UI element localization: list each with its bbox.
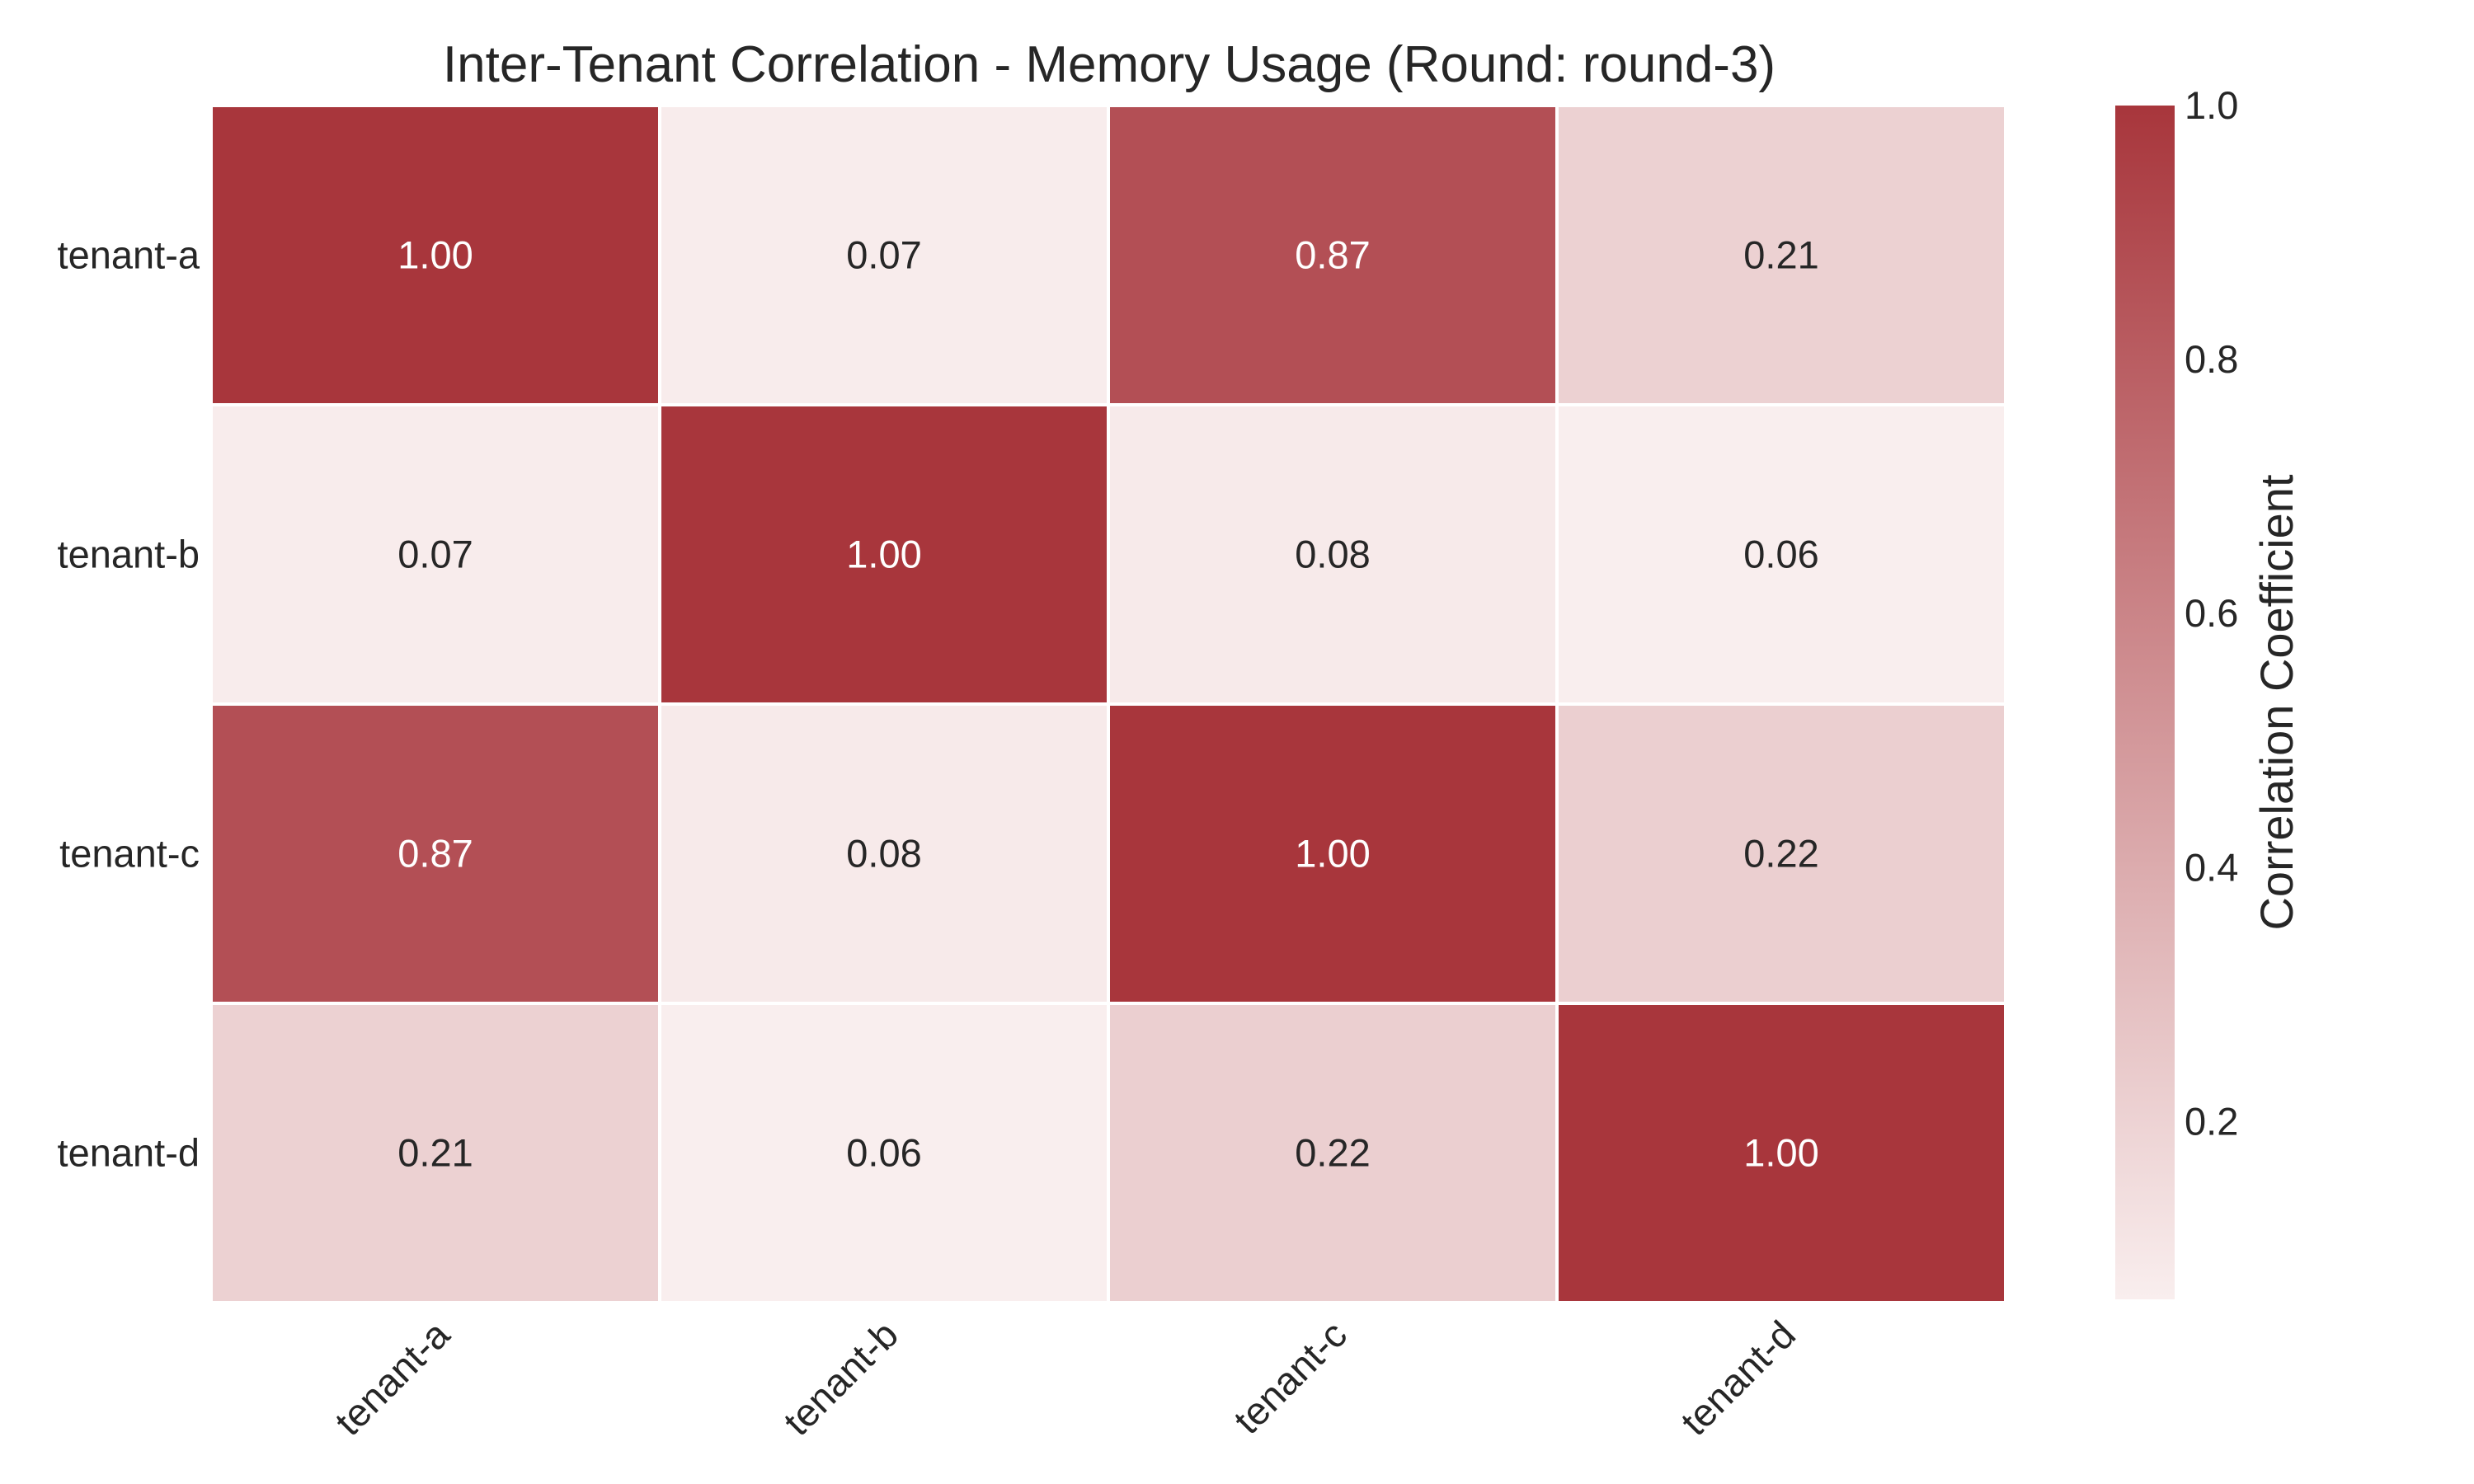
heatmap-cell-tenant-d-tenant-b [658,1002,1110,1304]
y-axis-tick-labels: tenant-a tenant-b tenant-c tenant-d [58,233,200,1175]
y-tick-label-tenant-a: tenant-a [58,233,200,277]
heatmap-cell-value: 0.06 [846,1131,921,1175]
heatmap-cell-tenant-a-tenant-c [1107,104,1559,406]
heatmap-cell-tenant-c-tenant-b [658,702,1110,1005]
colorbar-tick-label: 0.4 [2185,845,2238,889]
colorbar-gradient-bar [2115,106,2175,1299]
heatmap-cell-value: 0.06 [1743,533,1818,576]
heatmap-cell-value: 1.00 [846,533,921,576]
heatmap-cell-value: 0.21 [397,1131,473,1175]
heatmap-cell-value: 0.87 [1295,233,1370,277]
heatmap-cell-tenant-c-tenant-d [1555,702,2007,1005]
x-axis-tick-labels: tenant-a tenant-b tenant-c tenant-d [327,1312,1804,1444]
heatmap-cell-value: 1.00 [1295,832,1370,876]
heatmap-cell-tenant-b-tenant-b [658,403,1110,706]
y-tick-label-tenant-b: tenant-b [58,533,200,576]
heatmap-cell-value: 0.87 [397,832,473,876]
x-tick-label-tenant-c: tenant-c [1225,1313,1356,1443]
heatmap-cell-value: 0.08 [1295,533,1370,576]
heatmap-cell-tenant-b-tenant-d [1555,403,2007,706]
colorbar-tick-labels: 0.2 0.4 0.6 0.8 1.0 [2185,83,2238,1143]
x-tick-label-tenant-b: tenant-b [775,1313,906,1444]
heatmap-cell-value: 0.22 [1743,832,1818,876]
heatmap-cells: 1.00 0.07 0.87 0.21 0.07 1.00 0.08 0.06 0.87 0.08… [209,104,2007,1304]
heatmap-cell-tenant-a-tenant-a [209,104,661,406]
colorbar-tick-label: 0.6 [2185,591,2238,635]
heatmap-cell-value: 1.00 [397,233,473,277]
colorbar-tick-label: 1.0 [2185,83,2238,127]
heatmap-cell-value: 0.07 [397,533,473,576]
heatmap-cell-tenant-a-tenant-d [1555,104,2007,406]
colorbar-tick-label: 0.8 [2185,337,2238,381]
colorbar-label: Correlation Coefficient [2251,474,2302,930]
x-tick-label-tenant-a: tenant-a [327,1312,459,1444]
x-tick-label-tenant-d: tenant-d [1672,1313,1804,1444]
y-tick-label-tenant-c: tenant-c [59,832,200,876]
heatmap-cell-value: 0.07 [846,233,921,277]
chart-title: Inter-Tenant Correlation - Memory Usage … [443,36,1776,93]
heatmap-cell-tenant-d-tenant-d [1555,1002,2007,1304]
heatmap-cell-tenant-a-tenant-b [658,104,1110,406]
heatmap-cell-tenant-d-tenant-c [1107,1002,1559,1304]
heatmap-cell-value: 1.00 [1743,1131,1818,1175]
colorbar: 0.2 0.4 0.6 0.8 1.0 Correlation Coefficient [2115,83,2302,1299]
heatmap-cell-tenant-b-tenant-a [209,403,661,706]
y-tick-label-tenant-d: tenant-d [58,1131,200,1175]
heatmap-cell-value: 0.21 [1743,233,1818,277]
heatmap-cell-tenant-d-tenant-a [209,1002,661,1304]
heatmap-cell-value: 0.22 [1295,1131,1370,1175]
colorbar-tick-label: 0.2 [2185,1099,2238,1143]
heatmap-cell-value: 0.08 [846,832,921,876]
